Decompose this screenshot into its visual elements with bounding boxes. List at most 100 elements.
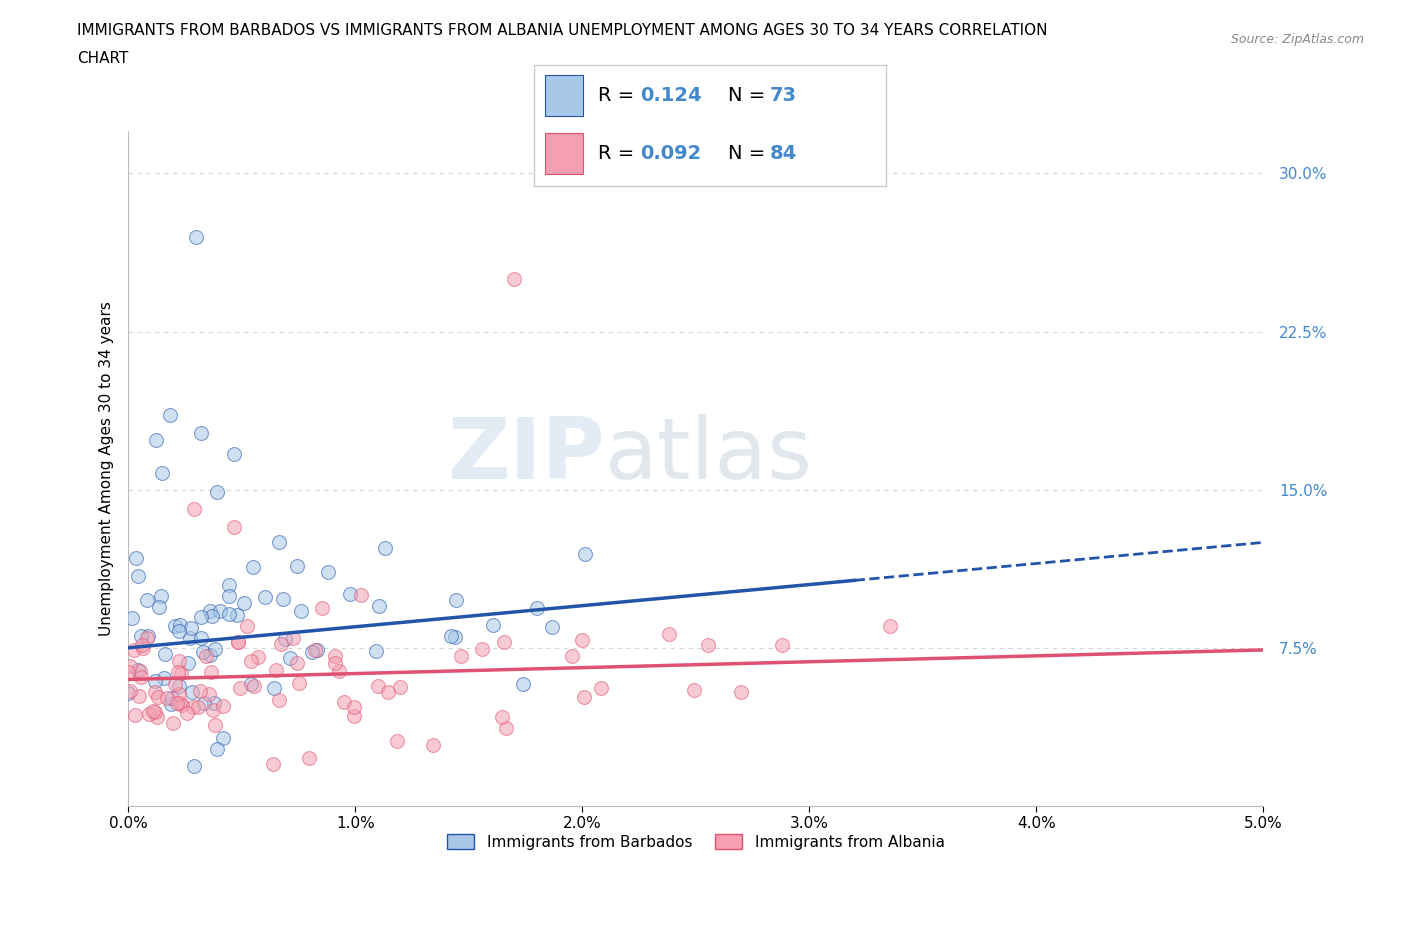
Point (145, 710, 167, 724)
Point (444, 592, 467, 607)
Point (127, 568, 149, 583)
Point (503, 272, 526, 286)
Point (526, 600, 548, 615)
Point (138, 707, 160, 722)
Point (187, 699, 209, 714)
Point (267, 535, 290, 550)
Point (316, 565, 339, 579)
Point (150, 465, 173, 480)
Point (541, 619, 564, 634)
Point (176, 705, 198, 720)
Y-axis label: Unemployment Among Ages 30 to 34 years: Unemployment Among Ages 30 to 34 years (100, 301, 114, 636)
Point (128, 688, 150, 703)
Point (183, 758, 205, 773)
Point (495, 721, 517, 736)
Point (368, 599, 391, 614)
Point (143, 673, 166, 688)
Point (236, 618, 259, 633)
Point (343, 699, 366, 714)
Point (280, 651, 302, 666)
Point (131, 640, 153, 655)
Point (167, 678, 190, 693)
Point (333, 695, 356, 710)
Text: 73: 73 (770, 86, 797, 105)
Text: R =: R = (598, 144, 640, 163)
Point (153, 646, 176, 661)
Point (117, 685, 139, 700)
Point (422, 737, 444, 752)
Point (218, 578, 240, 592)
Text: 0.092: 0.092 (640, 144, 702, 163)
Point (285, 656, 308, 671)
Point (512, 676, 534, 691)
Point (190, 631, 212, 645)
Text: IMMIGRANTS FROM BARBADOS VS IMMIGRANTS FROM ALBANIA UNEMPLOYMENT AMONG AGES 30 T: IMMIGRANTS FROM BARBADOS VS IMMIGRANTS F… (77, 23, 1047, 38)
Point (211, 730, 233, 745)
Point (301, 644, 323, 659)
Point (143, 684, 166, 699)
Point (385, 734, 408, 749)
Point (262, 756, 284, 771)
Point (180, 620, 202, 635)
Bar (544, 74, 583, 116)
Point (482, 618, 505, 632)
Point (118, 684, 141, 698)
Point (364, 644, 387, 658)
Point (180, 684, 202, 699)
Point (470, 642, 492, 657)
Point (186, 229, 208, 244)
Point (191, 644, 214, 659)
Point (288, 675, 311, 690)
Point (494, 635, 516, 650)
Point (176, 656, 198, 671)
Point (571, 632, 593, 647)
Text: R =: R = (598, 86, 640, 105)
Legend: Immigrants from Barbados, Immigrants from Albania: Immigrants from Barbados, Immigrants fro… (440, 828, 950, 856)
Point (270, 637, 292, 652)
Point (574, 547, 596, 562)
Text: atlas: atlas (605, 414, 813, 497)
Point (118, 658, 141, 673)
Point (207, 485, 229, 499)
Point (304, 643, 326, 658)
Text: 0.124: 0.124 (640, 86, 702, 105)
Point (117, 665, 139, 680)
Point (204, 642, 226, 657)
Point (377, 684, 399, 699)
Point (254, 590, 277, 604)
Point (246, 650, 269, 665)
Point (136, 631, 159, 645)
Point (201, 609, 224, 624)
Point (181, 699, 204, 714)
Point (323, 656, 346, 671)
Point (285, 559, 308, 574)
Point (188, 684, 211, 698)
Point (169, 696, 191, 711)
Point (190, 610, 212, 625)
Point (136, 592, 159, 607)
Point (350, 588, 373, 603)
Point (170, 698, 193, 713)
Point (170, 666, 193, 681)
Point (211, 698, 233, 713)
Point (374, 540, 396, 555)
Point (222, 447, 245, 462)
Point (136, 629, 159, 644)
Point (179, 631, 201, 645)
Point (198, 686, 221, 701)
Point (202, 696, 225, 711)
Point (156, 691, 179, 706)
Point (339, 587, 361, 602)
Point (242, 560, 264, 575)
Point (239, 676, 262, 691)
Point (145, 432, 167, 447)
Point (697, 638, 720, 653)
Point (143, 705, 166, 720)
Point (149, 589, 172, 604)
Text: ZIP: ZIP (447, 414, 605, 497)
Point (561, 648, 583, 663)
Point (218, 607, 240, 622)
Point (162, 690, 184, 705)
Point (225, 607, 247, 622)
Point (131, 637, 153, 652)
